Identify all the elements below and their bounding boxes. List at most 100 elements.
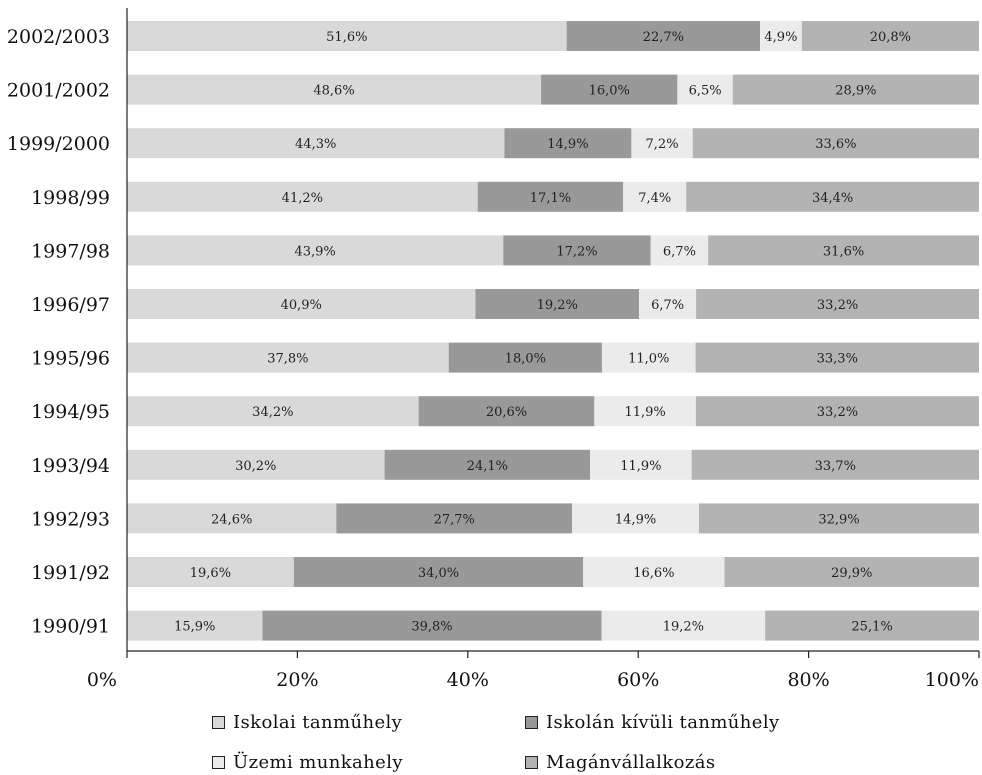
legend-item-maganvallalkozas: Magánvállalkozás <box>525 752 716 773</box>
y-category-label: 1991/92 <box>31 562 110 584</box>
bar-value-label: 37,8% <box>267 352 308 367</box>
legend-label: Üzemi munkahely <box>233 752 403 773</box>
x-tick-label: 100% <box>925 669 979 691</box>
bar-segment <box>262 610 602 641</box>
y-category-label: 2001/2002 <box>7 80 110 102</box>
x-tick-label: 20% <box>276 669 318 691</box>
bar-segment <box>541 74 678 105</box>
bar-value-label: 7,4% <box>638 191 671 206</box>
legend-swatch <box>212 756 225 769</box>
bar-segment <box>650 235 709 266</box>
bar-segment <box>631 128 693 159</box>
bar-value-label: 48,6% <box>313 84 354 99</box>
bar-segment <box>127 235 504 266</box>
bar-value-label: 33,2% <box>817 298 858 313</box>
bar-segment <box>572 503 699 534</box>
legend-swatch <box>525 756 538 769</box>
y-category-label: 2002/2003 <box>7 26 110 48</box>
legend-label: Magánvállalkozás <box>546 752 716 773</box>
bar-value-label: 6,7% <box>663 244 696 259</box>
bar-segment <box>127 181 478 212</box>
bar-segment <box>293 557 584 587</box>
legend-label: Iskolán kívüli tanműhely <box>546 712 780 733</box>
bar-value-label: 17,2% <box>556 244 597 259</box>
y-category-label: 1998/99 <box>31 187 110 209</box>
bar-value-label: 28,9% <box>835 84 876 99</box>
x-tick-label: 80% <box>787 669 829 691</box>
x-axis-ticks: 0% 20% 40% 60% 80% 100% <box>87 651 980 691</box>
bar-segment <box>691 449 979 480</box>
bar-segment <box>384 449 591 480</box>
bar-segment <box>760 21 802 51</box>
bar-segment <box>127 128 505 159</box>
bar-value-label: 30,2% <box>235 459 276 474</box>
bar-segment <box>127 289 476 319</box>
y-axis-category-labels: 2002/2003 2001/2002 1999/2000 1998/99 1997/9… <box>7 26 110 638</box>
bar-value-label: 11,9% <box>620 459 661 474</box>
bar-value-label: 6,7% <box>651 298 684 313</box>
bar-value-label: 20,6% <box>486 405 527 420</box>
y-category-label: 1999/2000 <box>7 133 110 155</box>
legend-label: Iskolai tanműhely <box>233 712 403 733</box>
bar-segment <box>477 181 624 212</box>
bar-segment <box>127 342 449 373</box>
legend: Iskolai tanműhely Iskolán kívüli tanműhe… <box>212 712 852 773</box>
bar-segment <box>594 396 696 427</box>
stacked-bar-chart: 51,6% 22,7% 4,9% 20,8% 48,6% 16,0% 6,5% 28,9% 44… <box>7 8 980 691</box>
bar-value-label: 19,6% <box>190 566 231 581</box>
bar-value-label: 43,9% <box>294 244 335 259</box>
bar-segment <box>801 21 979 51</box>
bar-segment <box>127 449 385 480</box>
bar-segment <box>418 396 595 427</box>
y-category-label: 1994/95 <box>31 401 110 423</box>
bar-segment <box>590 449 692 480</box>
bar-segment <box>695 396 979 427</box>
bar-segment <box>583 557 725 587</box>
bar-value-label: 14,9% <box>615 512 656 527</box>
bar-value-label: 6,5% <box>689 84 722 99</box>
bar-value-label: 11,9% <box>624 405 665 420</box>
bar-value-label: 41,2% <box>282 191 323 206</box>
bar-segment <box>504 128 632 159</box>
bar-value-label: 51,6% <box>326 30 367 45</box>
bar-value-label: 33,6% <box>815 137 856 152</box>
bar-value-label: 18,0% <box>505 352 546 367</box>
bar-segment <box>724 557 979 587</box>
bar-segment <box>127 74 542 105</box>
y-category-label: 1993/94 <box>31 455 110 477</box>
bar-segment <box>503 235 651 266</box>
bar-value-label: 34,2% <box>252 405 293 420</box>
bar-value-label: 7,2% <box>646 137 679 152</box>
bar-value-label: 19,2% <box>537 298 578 313</box>
bar-segment <box>127 21 567 51</box>
bar-value-label: 17,1% <box>530 191 571 206</box>
bar-value-label: 34,0% <box>418 566 459 581</box>
bar-segment <box>336 503 573 534</box>
bar-value-label: 24,6% <box>211 512 252 527</box>
bar-segment <box>475 289 640 319</box>
bar-value-label: 11,0% <box>628 352 669 367</box>
legend-item-iskolai-tanmuhely: Iskolai tanműhely <box>212 712 402 733</box>
legend-item-iskolan-kivuli-tanmuhely: Iskolán kívüli tanműhely <box>525 712 780 733</box>
bar-segment <box>127 610 263 641</box>
bar-segment <box>695 342 979 373</box>
bar-value-label: 22,7% <box>643 30 684 45</box>
bar-segment <box>448 342 602 373</box>
bar-value-label: 16,0% <box>589 84 630 99</box>
bar-segment <box>127 557 294 587</box>
bar-segment <box>732 74 979 105</box>
bar-segment <box>686 181 979 212</box>
bar-value-label: 29,9% <box>831 566 872 581</box>
legend-swatch <box>212 716 225 729</box>
bar-segment <box>127 503 337 534</box>
bar-value-label: 20,8% <box>870 30 911 45</box>
bar-value-label: 16,6% <box>633 566 674 581</box>
y-category-label: 1997/98 <box>31 240 110 262</box>
bar-value-label: 33,2% <box>817 405 858 420</box>
y-category-label: 1990/91 <box>31 616 110 638</box>
bar-value-label: 27,7% <box>434 512 475 527</box>
bar-value-label: 31,6% <box>823 244 864 259</box>
bar-value-label: 33,7% <box>815 459 856 474</box>
bar-segment <box>601 610 766 641</box>
bar-segment <box>692 128 979 159</box>
